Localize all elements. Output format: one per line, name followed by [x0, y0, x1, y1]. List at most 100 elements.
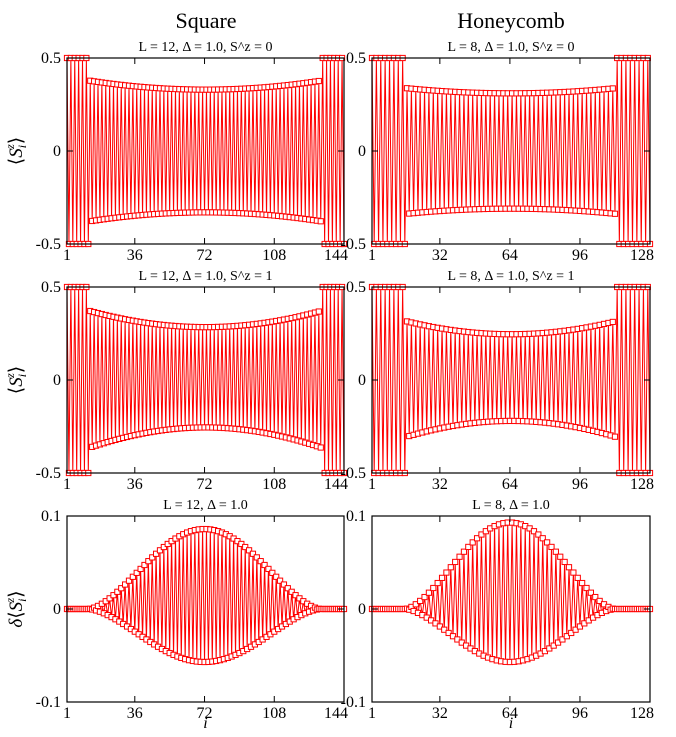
panel-square-row1: L = 12, Δ = 1.0, S^z = 0 1 36 72 108 144 -0.5 0… [3, 40, 348, 264]
y-tick-label: 0 [358, 372, 366, 389]
data-point [570, 569, 577, 576]
data-point [145, 558, 152, 565]
data-point [276, 577, 284, 584]
data-point [242, 543, 249, 551]
data-point [106, 595, 113, 602]
panel-title: L = 8, Δ = 1.0, S^z = 1 [447, 269, 574, 284]
panel-title: L = 12, Δ = 1.0, S^z = 1 [138, 269, 272, 284]
y-label-sub: i [15, 374, 29, 377]
x-tick-label: 1 [63, 247, 71, 264]
data-point [456, 553, 463, 560]
data-point [452, 558, 459, 566]
panel-square-row2: L = 12, Δ = 1.0, S^z = 1 1 36 72 108 144 -0.5 0… [3, 269, 348, 493]
data-point [257, 558, 264, 565]
data-point [443, 569, 450, 576]
y-tick-label: -0.5 [341, 236, 366, 253]
data-point [469, 539, 476, 546]
data-point [559, 636, 566, 643]
data-point [583, 584, 590, 592]
column-title-honeycomb: Honeycomb [457, 8, 565, 33]
data-point [315, 77, 322, 85]
data-point [611, 210, 619, 217]
y-label-close: ⟩ [6, 590, 27, 597]
data-point [592, 593, 599, 601]
y-label-sup: z [3, 597, 17, 603]
y-axis-label: ⟨Siz⟩ [3, 137, 29, 165]
y-label-s: S [6, 377, 27, 387]
x-tick-label: 96 [572, 247, 588, 264]
y-label-open: ⟨ [6, 387, 27, 394]
y-label-s: S [6, 601, 27, 611]
data-point [412, 601, 419, 608]
series-line [66, 286, 345, 474]
data-point [280, 581, 288, 588]
panels: L = 12, Δ = 1.0, S^z = 01 36 72 108 144-0.50… [3, 40, 654, 732]
data-point [137, 565, 144, 573]
series-line [371, 57, 651, 245]
data-point [114, 588, 121, 595]
data-point [454, 636, 461, 643]
x-tick-label: 1 [368, 705, 376, 722]
data-point [438, 574, 446, 581]
y-tick-label: 0.1 [346, 508, 366, 525]
column-title-square: Square [175, 8, 236, 33]
data-point [587, 589, 594, 596]
data-point [125, 577, 133, 584]
data-point [561, 558, 568, 566]
x-tick-label: 72 [197, 476, 213, 493]
data-point [530, 528, 538, 535]
x-tick-label: 72 [197, 247, 213, 264]
x-tick-label: 1 [63, 476, 71, 493]
panel-title: L = 8, Δ = 1.0, S^z = 0 [447, 40, 574, 55]
data-point [557, 553, 564, 560]
data-point [552, 548, 559, 555]
data-point [315, 308, 322, 315]
data-point [576, 623, 584, 630]
data-point [153, 550, 160, 557]
data-point [554, 639, 562, 646]
data-point [317, 444, 324, 451]
panel-honeycomb-row2: L = 8, Δ = 1.0, S^z = 1 1 32 64 96 128 -0.5 0 0.… [341, 269, 654, 493]
data-point [284, 585, 291, 592]
series-markers [368, 519, 654, 666]
data-point [579, 579, 586, 587]
x-tick-label: 64 [502, 247, 518, 264]
y-label-sub: i [15, 145, 29, 148]
data-point [417, 597, 424, 605]
y-tick-label: 0 [53, 601, 61, 618]
x-tick-label: 64 [502, 476, 518, 493]
data-point [265, 565, 272, 573]
data-point [568, 629, 575, 637]
y-tick-label: 0.5 [346, 50, 366, 67]
x-axis-label: i [203, 715, 207, 732]
data-point [118, 585, 125, 592]
y-label-close: ⟩ [6, 137, 27, 144]
data-point [478, 531, 485, 538]
x-tick-label: 1 [368, 476, 376, 493]
data-point [110, 592, 117, 599]
data-point [129, 573, 136, 580]
data-point [449, 633, 457, 640]
data-point [535, 531, 542, 538]
x-tick-label: 64 [502, 705, 518, 722]
panel-title: L = 12, Δ = 1.0 [163, 498, 248, 513]
panel-title: L = 8, Δ = 1.0 [472, 498, 550, 513]
data-point [574, 574, 581, 581]
series-line [67, 529, 344, 663]
data-point [447, 564, 454, 571]
data-point [441, 626, 448, 633]
series-markers [368, 54, 654, 248]
y-tick-label: 0.5 [346, 279, 366, 296]
x-tick-label: 1 [368, 247, 376, 264]
data-point [421, 593, 428, 601]
data-point [261, 561, 268, 569]
data-point [460, 548, 468, 555]
data-point [436, 623, 443, 630]
y-label-delta: δ [6, 618, 27, 628]
x-tick-label: 144 [324, 476, 348, 493]
panel-honeycomb-row3: L = 8, Δ = 1.0 1 32 64 96 128 -0.1 0 0.1 i [341, 498, 654, 732]
y-tick-label: -0.5 [341, 465, 366, 482]
panel-title: L = 12, Δ = 1.0, S^z = 0 [138, 40, 272, 55]
x-tick-label: 108 [262, 705, 286, 722]
data-point [539, 535, 546, 542]
